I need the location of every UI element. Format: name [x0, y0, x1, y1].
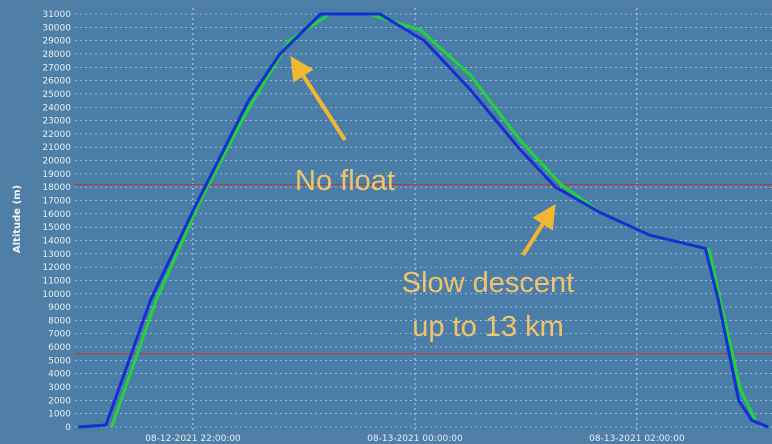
y-tick-label: 16000 — [42, 210, 71, 220]
y-tick-label: 30000 — [42, 23, 71, 33]
y-tick-label: 21000 — [42, 143, 71, 153]
x-tick-label: 08-12-2021 22:00:00 — [145, 434, 241, 444]
chart: Altitude (m) 0 1000 2000 3000 4000 5000 6000 70… — [0, 0, 772, 444]
y-tick-label: 28000 — [42, 50, 71, 60]
y-tick-label: 8000 — [48, 316, 71, 326]
y-tick-label: 25000 — [42, 90, 71, 100]
y-tick-label: 27000 — [42, 63, 71, 73]
y-tick-label: 26000 — [42, 77, 71, 87]
y-tick-label: 7000 — [48, 330, 71, 340]
y-tick-label: 5000 — [48, 356, 71, 366]
y-tick-label: 10000 — [42, 290, 71, 300]
y-tick-label: 18000 — [42, 183, 71, 193]
y-tick-label: 2000 — [48, 396, 71, 406]
y-tick-label: 3000 — [48, 383, 71, 393]
y-tick-label: 22000 — [42, 130, 71, 140]
y-tick-label: 0 — [65, 423, 71, 433]
y-tick-label: 13000 — [42, 250, 71, 260]
y-tick-label: 12000 — [42, 263, 71, 273]
y-tick-label: 11000 — [42, 276, 71, 286]
annotation: up to 13 km — [412, 311, 564, 343]
y-tick-label: 1000 — [48, 410, 71, 420]
x-tick-label: 08-13-2021 00:00:00 — [367, 434, 463, 444]
y-tick-label: 4000 — [48, 370, 71, 380]
y-tick-label: 20000 — [42, 157, 71, 167]
y-tick-label: 9000 — [48, 303, 71, 313]
y-tick-label: 15000 — [42, 223, 71, 233]
annotation: No float — [295, 165, 395, 197]
y-tick-label: 29000 — [42, 37, 71, 47]
y-tick-label: 31000 — [42, 10, 71, 20]
plot-area — [75, 8, 772, 430]
x-tick-label: 08-13-2021 02:00:00 — [589, 434, 685, 444]
y-tick-label: 23000 — [42, 117, 71, 127]
annotation: Slow descent — [402, 267, 575, 299]
y-tick-label: 24000 — [42, 103, 71, 113]
y-axis-label: Altitude (m) — [12, 185, 23, 253]
y-tick-label: 19000 — [42, 170, 71, 180]
y-tick-label: 17000 — [42, 197, 71, 207]
y-tick-label: 6000 — [48, 343, 71, 353]
y-tick-label: 14000 — [42, 236, 71, 246]
